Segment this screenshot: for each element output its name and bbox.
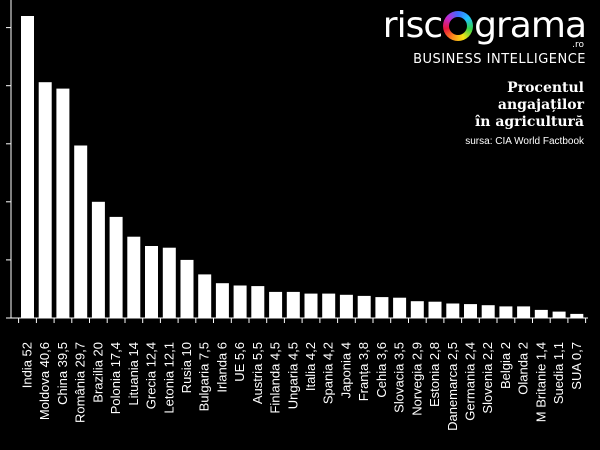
category-label: Rusia 10: [179, 342, 194, 393]
bar-16: [304, 293, 318, 318]
category-label: Belgia 2: [498, 342, 513, 389]
category-label: Germania 2,4: [463, 342, 478, 421]
category-label: Letonia 12,1: [161, 342, 176, 414]
category-label: Spania 4,2: [321, 342, 336, 404]
category-label: China 39,5: [55, 342, 70, 405]
color-wheel-icon: [443, 11, 474, 41]
category-label: Finlanda 4,5: [268, 342, 283, 414]
bar-19: [357, 295, 371, 318]
brand-tagline: BUSINESS INTELLIGENCE: [413, 52, 586, 67]
category-label: Estonia 2,8: [427, 342, 442, 407]
bars-group: [21, 16, 584, 318]
bar-1: [38, 82, 52, 318]
category-label: India 52: [20, 342, 35, 388]
category-labels-group: India 52 Moldova 40,6 China 39,5 România 29…: [20, 342, 584, 431]
bar-0: [21, 16, 34, 318]
category-label: Moldova 40,6: [37, 342, 52, 420]
bar-12: [233, 285, 247, 318]
chart-title: Procentul angajaților în agricultură: [384, 80, 584, 131]
bar-17: [322, 293, 336, 318]
category-label: UE 5,6: [232, 342, 247, 382]
category-label: Ungaria 4,5: [285, 342, 300, 409]
logo-tld: .ro: [572, 40, 584, 50]
category-label: Polonia 17,4: [108, 342, 123, 414]
chart-title-line: în agricultură: [474, 114, 584, 130]
category-label: SUA 0,7: [569, 342, 584, 390]
category-label: Franța 3,8: [356, 342, 371, 401]
bar-28: [517, 306, 531, 318]
bar-9: [180, 259, 194, 318]
bar-21: [393, 297, 407, 318]
category-label: România 29,7: [73, 342, 88, 423]
bar-5: [109, 216, 123, 318]
category-label: Brazilia 20: [90, 342, 105, 403]
bar-20: [375, 297, 389, 318]
bar-8: [162, 247, 176, 318]
category-label: Italia 4,2: [303, 342, 318, 391]
category-label: Suedia 1,1: [551, 342, 566, 404]
chart-title-line: angajaților: [497, 97, 584, 113]
chart-source: sursa: CIA World Factbook: [465, 136, 584, 147]
category-label: Slovenia 2,2: [480, 342, 495, 414]
category-label: Japonia 4: [338, 342, 353, 398]
bar-26: [481, 305, 495, 318]
category-label: Bulgaria 7,5: [197, 342, 212, 411]
bar-29: [534, 309, 548, 318]
bar-3: [74, 145, 88, 318]
bar-6: [127, 236, 141, 318]
bar-4: [91, 201, 105, 318]
bar-23: [428, 301, 442, 318]
bar-11: [215, 283, 229, 318]
logo-text-start: risc: [382, 5, 443, 46]
category-label: Slovacia 3,5: [392, 342, 407, 413]
category-label: Austria 5,5: [250, 342, 265, 404]
brand-block: risc grama .ro BUSINESS INTELLIGENCE: [346, 5, 587, 68]
bar-22: [410, 301, 424, 318]
bar-15: [286, 291, 300, 318]
category-label: Danemarca 2,5: [445, 342, 460, 431]
bar-30: [552, 311, 566, 318]
bar-10: [198, 274, 212, 318]
riscograma-logo: risc grama: [346, 5, 587, 46]
bar-2: [56, 88, 70, 318]
category-label: Norvegia 2,9: [409, 342, 424, 416]
bar-27: [499, 306, 513, 318]
bar-13: [251, 286, 265, 318]
bar-24: [446, 303, 460, 318]
bar-7: [145, 246, 158, 318]
bar-18: [339, 294, 353, 318]
bar-25: [464, 304, 477, 318]
axes-group: [6, 0, 588, 323]
bar-31: [570, 313, 584, 318]
category-label: Lituania 14: [126, 342, 141, 406]
category-label: Olanda 2: [516, 342, 531, 395]
category-label: Grecia 12,4: [144, 342, 159, 409]
category-label: M Britanie 1,4: [533, 342, 548, 422]
category-label: Irlanda 6: [214, 342, 229, 393]
chart-title-line: Procentul: [507, 80, 584, 96]
logo-text-end: grama: [474, 5, 587, 46]
category-label: Cehia 3,6: [374, 342, 389, 398]
bar-14: [269, 291, 283, 318]
